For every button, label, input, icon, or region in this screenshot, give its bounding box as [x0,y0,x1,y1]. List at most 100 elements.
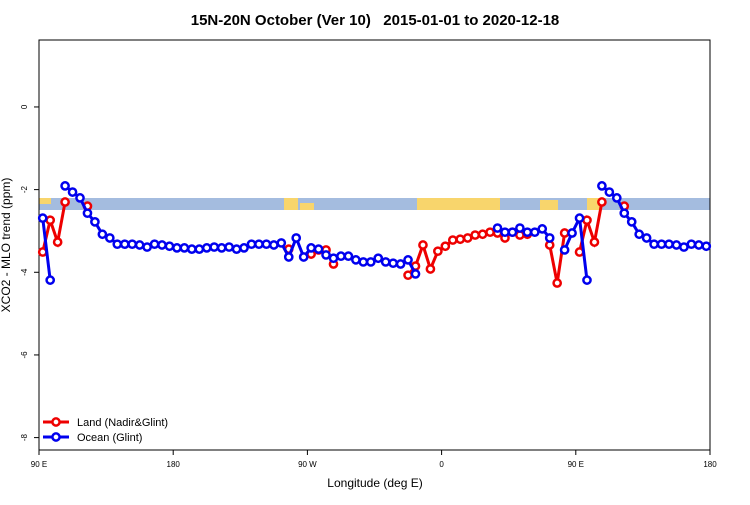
data-point [149,239,160,250]
data-point [60,197,70,207]
data-point [679,242,689,252]
data-point [283,252,294,262]
data-point [119,239,130,250]
x-tick-label: 90 E [568,460,584,469]
data-point [306,243,316,253]
legend-label: Ocean (Glint) [77,432,142,444]
y-tick-label: -8 [20,433,29,441]
map-strip [39,198,710,210]
y-tick-label: -6 [20,351,29,359]
data-point [552,278,563,288]
data-point [336,251,346,262]
data-point [433,246,443,257]
data-point [507,227,518,238]
data-point [194,244,205,254]
legend-label: Land (Nadir&Glint) [77,417,168,429]
data-point [112,239,123,250]
data-point [343,251,354,262]
data-point [634,229,645,240]
data-point [567,228,577,238]
data-point [52,237,63,247]
data-point [418,240,428,250]
x-tick-label: 0 [439,460,444,469]
data-point [179,243,190,253]
data-point [641,233,652,243]
data-point [656,239,667,250]
data-point [60,181,70,191]
x-tick-label: 90 E [31,460,47,469]
data-point [380,257,391,267]
data-point [104,233,115,243]
data-point [410,269,421,279]
data-point [231,244,242,254]
data-point [395,259,406,269]
data-point [269,240,279,250]
data-point [701,241,712,252]
data-point [671,240,682,250]
data-point [201,243,212,253]
data-point [515,223,525,233]
land-patch [300,203,314,210]
data-point [664,239,674,250]
data-point [470,230,480,240]
data-point [373,253,384,264]
land-patch [417,198,500,210]
data-point [142,242,152,252]
data-point [351,255,361,265]
data-point [649,239,659,250]
data-point [403,255,413,265]
data-point [224,242,234,252]
data-point [388,258,398,269]
data-point [75,193,85,203]
data-point [403,270,413,281]
data-point [186,244,197,254]
data-point [582,215,592,226]
data-point [544,233,555,243]
data-point [485,227,495,238]
data-point [597,197,607,207]
data-point [477,229,488,240]
data-point [246,239,257,250]
data-point [589,237,600,247]
data-point [447,235,458,245]
data-point [582,275,592,285]
data-point [157,240,167,250]
y-tick-label: 0 [20,104,29,109]
data-point [321,250,331,260]
data-point [611,193,622,203]
data-point [82,208,93,219]
data-point [276,238,287,248]
data-point [67,187,78,197]
data-point [559,228,570,238]
data-point [440,241,451,252]
data-point [455,234,466,245]
data-point [127,239,138,250]
ocean-strip [39,198,710,210]
data-point [462,233,473,243]
data-point [298,252,309,262]
legend-marker [51,417,61,427]
data-point [492,223,503,233]
land-patch [284,198,298,210]
y-axis-label: XCO2 - MLO trend (ppm) [0,178,13,313]
land-patch [39,198,51,204]
data-point [313,244,324,254]
data-point [522,227,533,238]
land-patch [540,200,558,210]
data-point [37,213,48,223]
data-point [597,181,607,191]
y-tick-label: -4 [20,268,29,276]
data-point [686,239,697,250]
data-point [209,242,220,252]
legend: Land (Nadir&Glint) Ocean (Glint) [43,417,168,444]
x-tick-label: 180 [167,460,181,469]
data-point [604,187,615,197]
data-point [254,239,264,250]
data-point [693,240,704,250]
data-point [328,253,339,264]
data-point [425,264,436,274]
data-point [97,229,108,240]
data-point [500,227,510,238]
x-axis-label: Longitude (deg E) [327,476,422,490]
